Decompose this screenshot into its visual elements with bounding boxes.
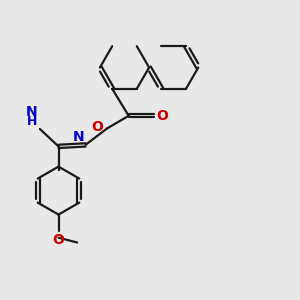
Text: N: N [26,105,38,119]
Text: O: O [92,120,104,134]
Text: N: N [72,130,84,144]
Text: O: O [157,109,169,123]
Text: H: H [27,115,38,128]
Text: O: O [52,233,64,248]
